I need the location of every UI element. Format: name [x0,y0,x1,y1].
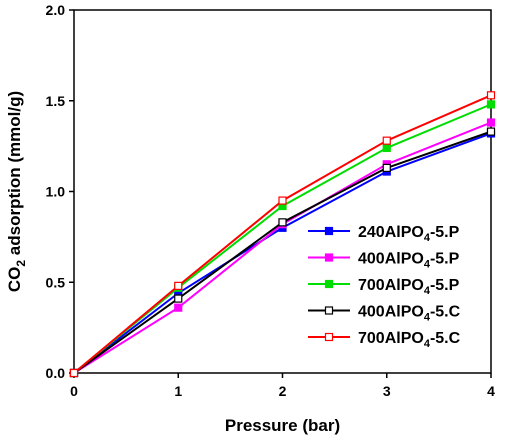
legend-marker [324,253,334,262]
legend-label: 700AlPO4-5.P [358,277,460,297]
data-point [174,294,183,303]
data-point [174,281,183,290]
legend: 240AlPO4-5.P 400AlPO4-5.P 700AlPO4-5.P 400A… [308,224,461,350]
data-point [174,303,183,312]
series-line [73,121,492,374]
y-tick-label: 1.5 [46,93,66,109]
legend-marker [324,226,334,236]
series-line [73,130,492,374]
legend-label: 400AlPO4-5.C [358,304,461,324]
data-point [278,218,287,227]
y-tick-label: 2.0 [46,2,66,18]
data-point [486,91,496,100]
x-tick-label: 0 [70,383,78,399]
data-point [486,118,496,127]
y-tick-label: 1.0 [46,184,66,200]
data-point [486,127,496,136]
legend-label: 240AlPO4-5.P [358,224,460,244]
legend-marker [324,279,334,289]
data-point [278,196,287,205]
data-point [382,163,391,173]
y-tick-label: 0.5 [46,274,66,290]
x-tick-label: 4 [487,383,495,399]
x-tick-label: 3 [383,383,391,399]
legend-marker [324,332,334,342]
data-point [382,143,391,153]
x-tick-label: 1 [174,383,182,399]
x-tick-label: 2 [279,383,287,399]
y-axis-title: CO2 adsorption (mmol/g) [5,91,28,292]
x-axis-title: Pressure (bar) [225,416,340,435]
legend-marker [324,306,334,315]
data-point [486,100,496,109]
series-5 [69,91,496,378]
y-tick-label: 0.0 [46,365,66,381]
data-point [69,368,79,378]
data-point [382,136,391,145]
legend-label: 400AlPO4-5.P [358,251,460,271]
legend-label: 700AlPO4-5.C [358,330,461,350]
